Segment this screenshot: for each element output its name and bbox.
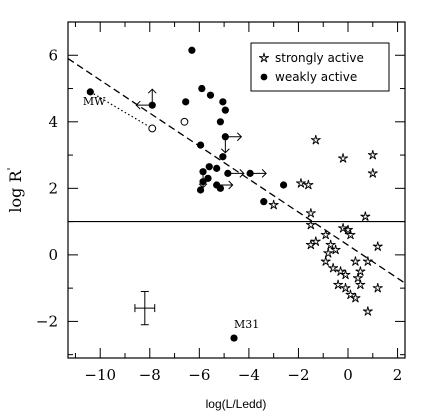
limit-arrow-head [261, 169, 267, 178]
x-tick-label: −2 [287, 366, 309, 384]
strong-point [325, 239, 336, 250]
weak-point [260, 198, 268, 206]
reference-lines [67, 58, 406, 284]
weak-point [206, 91, 215, 99]
strong-point [372, 283, 383, 293]
limit-arrow-head [220, 148, 230, 154]
legend: strongly active weakly active [250, 42, 390, 92]
x-tick-label: 2 [393, 366, 403, 384]
ticks: −10 −8 −6 −4 −2 0 2 −2 0 2 4 6 [36, 21, 405, 384]
limit-arrow-head [228, 180, 234, 190]
weak-point [216, 184, 224, 192]
y-tick-label: 0 [48, 246, 58, 264]
strong-point [333, 279, 344, 290]
x-tick-label: 0 [343, 366, 353, 384]
weak-point [219, 98, 227, 106]
strong-point [338, 153, 349, 163]
x-tick-label: −4 [238, 366, 260, 384]
strong-point [343, 224, 353, 235]
strong-point [362, 256, 373, 266]
strong-point [320, 256, 331, 266]
strong-point [305, 219, 316, 230]
strong-point [350, 293, 361, 303]
strong-point [303, 179, 314, 190]
weak-point [198, 84, 206, 93]
weak-point [279, 181, 288, 189]
strong-point [338, 223, 349, 233]
weak-point [230, 334, 238, 342]
strong-point [360, 211, 371, 221]
annotation-label: M31 [234, 318, 259, 331]
strong-point [345, 289, 356, 300]
strong-point [310, 134, 321, 145]
strong-point [328, 263, 339, 273]
limit-arrow-head [147, 88, 157, 94]
x-tick-label: −8 [139, 366, 161, 384]
weak-point [216, 118, 224, 126]
limit-arrow-head [198, 183, 208, 189]
legend-label: strongly active [275, 51, 364, 65]
strong-point [295, 178, 306, 188]
strong-point [355, 266, 366, 276]
strong-point [330, 244, 341, 255]
strong-point [310, 236, 321, 246]
y-tick-label: 2 [48, 179, 58, 197]
dashed-fit-line [67, 58, 406, 284]
y-tick-label: 6 [48, 46, 58, 64]
plot-frame-group [67, 21, 406, 359]
svg-text:log R': log R' [5, 167, 25, 212]
strong-point [320, 229, 331, 240]
strong-point [335, 266, 346, 276]
legend-star-marker [259, 52, 269, 63]
strong-point [367, 168, 378, 178]
strong-point [372, 241, 383, 251]
weak-point [188, 46, 196, 54]
limit-arrow-head [239, 169, 245, 178]
y-tick-label: 4 [48, 113, 58, 131]
plot-frame [67, 21, 406, 359]
limit-arrow-head [236, 132, 243, 142]
legend-label: weakly active [275, 70, 357, 84]
weak-point [246, 169, 254, 177]
weak-point [182, 98, 190, 106]
strong-point [340, 283, 351, 293]
strong-point [268, 199, 279, 210]
x-tick-label: −6 [188, 366, 210, 384]
strong-point [345, 229, 356, 240]
legend-dot-marker [260, 73, 268, 81]
open-point [180, 117, 189, 126]
legend-entries: strongly active weakly active [259, 51, 364, 84]
weak-point [196, 141, 205, 149]
strong-point [305, 239, 316, 250]
data-marks: MW M31 [83, 46, 383, 342]
strong-point [352, 273, 363, 283]
y-axis-label-prime: ' [5, 167, 18, 170]
x-tick-label: −10 [84, 366, 116, 384]
strong-point [340, 269, 351, 280]
limit-arrow-head [135, 100, 141, 110]
strong-point [323, 248, 334, 258]
weak-point [86, 88, 94, 96]
strong-point [362, 306, 373, 316]
weak-point [219, 153, 227, 161]
strong-point [350, 256, 361, 266]
x-axis-label: log(L/Ledd) [206, 397, 267, 411]
y-axis-label-text: log R [6, 170, 25, 213]
weak-point [205, 163, 213, 171]
strong-point [367, 149, 378, 160]
legend-box [250, 42, 390, 92]
weak-point [221, 106, 229, 114]
weak-point [213, 164, 221, 172]
open-point [148, 124, 157, 133]
weak-point [196, 186, 205, 194]
strong-point [305, 208, 316, 218]
y-tick-label: −2 [36, 312, 58, 330]
strong-point [355, 279, 366, 290]
y-axis-label: log R' [5, 167, 25, 212]
annotation-label: MW [83, 95, 106, 108]
